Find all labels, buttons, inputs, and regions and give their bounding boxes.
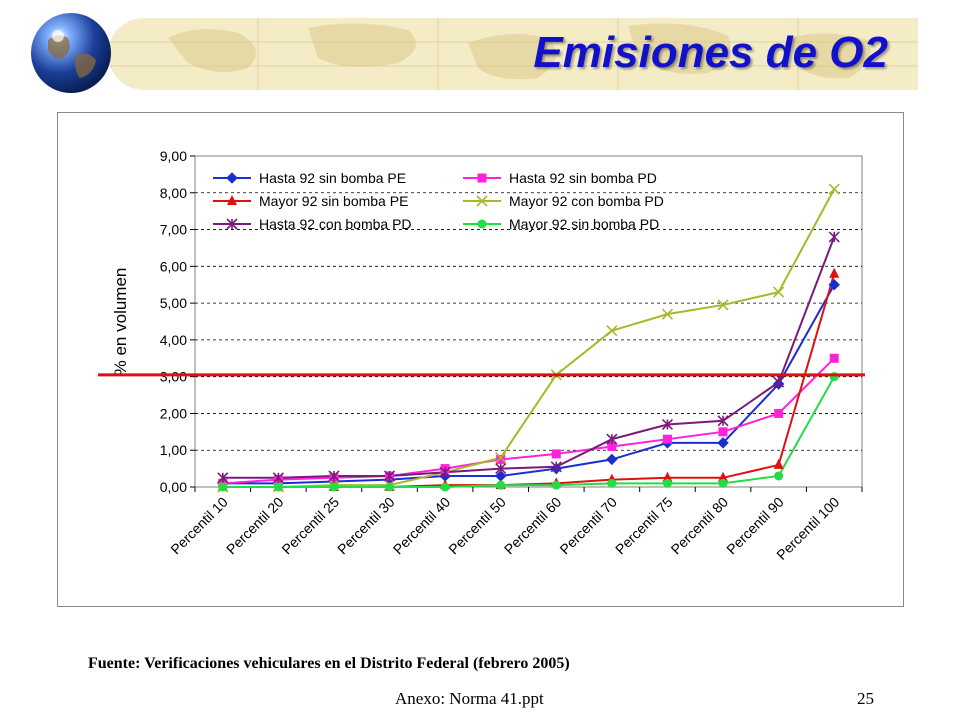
legend-marker — [476, 195, 488, 207]
data-point — [606, 453, 618, 466]
x-tick-label: Percentil 70 — [556, 494, 620, 558]
data-point — [718, 471, 729, 482]
y-tick-label: 0,00 — [160, 479, 187, 495]
legend-label: Mayor 92 con bomba PD — [509, 193, 664, 209]
data-point — [661, 308, 674, 320]
x-tick-label: Percentil 40 — [390, 494, 454, 558]
series-line — [222, 376, 836, 488]
x-tick-label: Percentil 25 — [278, 494, 342, 558]
data-point — [495, 452, 507, 464]
data-point — [828, 231, 840, 243]
data-point — [774, 408, 784, 418]
chart-frame: 0,00 1,00 2,00 3,00 4,00 5,00 6,00 7,00 8,00 9,00… — [57, 112, 904, 607]
page-number: 25 — [857, 689, 874, 708]
data-point — [551, 480, 561, 490]
data-point — [218, 482, 228, 492]
data-point — [217, 472, 229, 484]
x-tick-label: Percentil 30 — [334, 494, 398, 558]
data-point — [551, 449, 561, 459]
series-line — [222, 357, 835, 485]
data-point — [440, 482, 450, 492]
series-line — [222, 284, 836, 485]
data-point — [439, 466, 451, 478]
title-banner: Emisiones de O2 — [108, 18, 918, 90]
data-point — [662, 471, 673, 482]
data-point — [773, 376, 785, 388]
series-line — [222, 236, 836, 479]
data-point — [496, 480, 506, 490]
x-tick-label: Percentil 60 — [501, 494, 565, 558]
y-tick-label: 9,00 — [160, 148, 187, 164]
x-tick-label: Percentil 80 — [668, 494, 732, 558]
legend-label: Mayor 92 sin bomba PD — [509, 216, 659, 232]
y-tick-label: 2,00 — [160, 405, 187, 421]
data-point — [496, 454, 506, 464]
data-point — [550, 461, 562, 473]
y-tick-label: 4,00 — [160, 332, 187, 348]
data-point — [717, 299, 729, 311]
slide-title: Emisiones de O2 — [533, 28, 888, 77]
plot-area — [194, 155, 863, 488]
globe-icon — [31, 13, 111, 93]
data-point — [661, 418, 674, 431]
data-point — [606, 433, 618, 445]
data-point — [385, 482, 395, 492]
legend-marker — [477, 219, 487, 229]
data-point — [718, 478, 728, 488]
y-axis-label: % en volumen — [111, 268, 130, 376]
x-tick-label: Percentil 10 — [167, 494, 231, 558]
y-tick-label: 3,00 — [160, 369, 187, 385]
y-tick-label: 8,00 — [160, 185, 187, 201]
footer-filename: Anexo: Norma 41.ppt — [395, 689, 544, 708]
data-point — [607, 478, 617, 488]
data-point — [662, 434, 672, 444]
legend-marker — [477, 173, 487, 183]
data-point — [662, 478, 672, 488]
data-point — [829, 353, 839, 363]
y-tick-label: 5,00 — [160, 295, 187, 311]
data-point — [828, 279, 840, 291]
y-tick-label: 6,00 — [160, 258, 187, 274]
data-point — [718, 427, 728, 437]
data-point — [717, 437, 729, 449]
x-tick-label: Percentil 50 — [445, 494, 509, 558]
data-point — [829, 267, 840, 278]
data-point — [272, 472, 284, 484]
y-tick-label: 1,00 — [160, 442, 187, 458]
legend-marker — [226, 218, 238, 230]
data-point — [828, 183, 840, 195]
y-tick-label: 7,00 — [160, 222, 187, 238]
data-point — [383, 470, 396, 482]
data-point — [329, 482, 339, 492]
x-tick-label: Percentil 20 — [223, 494, 287, 558]
data-point — [773, 458, 784, 469]
source-note: Fuente: Verificaciones vehiculares en el… — [88, 655, 570, 672]
world-map-background — [108, 18, 918, 90]
data-point — [606, 325, 618, 337]
data-point — [607, 442, 617, 452]
data-point — [717, 415, 729, 427]
data-point — [495, 463, 507, 475]
x-tick-label: Percentil 75 — [612, 494, 676, 558]
line-chart: 0,00 1,00 2,00 3,00 4,00 5,00 6,00 7,00 8,00 9,00… — [98, 148, 865, 563]
data-point — [773, 286, 785, 298]
data-point — [273, 482, 283, 492]
data-point — [328, 470, 340, 482]
legend-label: Mayor 92 sin bomba PE — [259, 193, 408, 209]
legend-marker — [226, 172, 238, 184]
legend-label: Hasta 92 sin bomba PE — [259, 170, 406, 186]
data-point — [774, 471, 784, 481]
series-line — [222, 188, 836, 488]
legend-marker — [227, 195, 237, 205]
legend-label: Hasta 92 sin bomba PD — [509, 170, 657, 186]
legend-label: Hasta 92 con bomba PD — [259, 216, 412, 232]
